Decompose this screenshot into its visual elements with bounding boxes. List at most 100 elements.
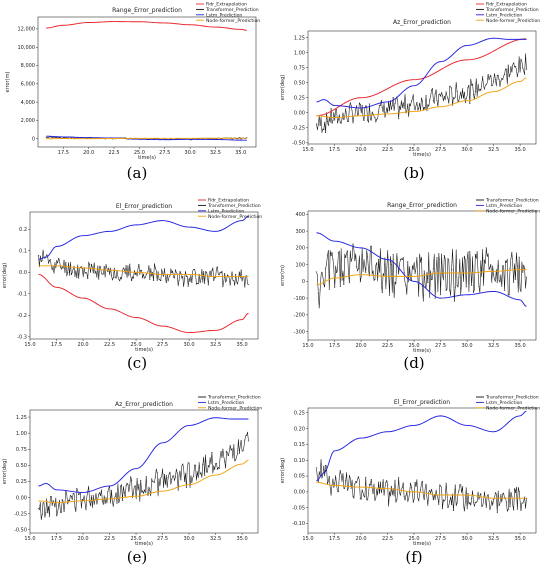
x-axis-label: time(s) bbox=[413, 541, 431, 547]
chart-title: Az_Error_prediction bbox=[115, 401, 173, 408]
y-tick-label: -0.50 bbox=[14, 527, 27, 533]
x-tick-label: 22.5 bbox=[382, 147, 393, 153]
chart-b: Az_Error_prediction 15.0 17.5 20.0 22.5 25.0 2… bbox=[280, 2, 540, 158]
x-tick-label: 25.0 bbox=[408, 536, 419, 542]
y-tick-label: -100 bbox=[294, 296, 305, 302]
y-tick-label: 10,000 bbox=[18, 45, 36, 51]
x-tick-label: 32.5 bbox=[210, 150, 221, 156]
series-line-rdr bbox=[38, 273, 249, 334]
caption-e: (e) bbox=[126, 548, 148, 566]
y-axis-label: error(m) bbox=[5, 72, 11, 93]
y-tick-label: 0.20 bbox=[294, 426, 305, 432]
y-tick-label: 2,000 bbox=[21, 118, 35, 124]
legend-entry: Rdr_Extrapolation bbox=[206, 2, 247, 8]
y-tick-label: -0.3 bbox=[17, 335, 27, 341]
x-tick-label: 17.5 bbox=[329, 536, 340, 542]
chart-title: Range_Error_prediction bbox=[112, 7, 182, 14]
series-line-nodeformer bbox=[38, 459, 249, 504]
y-tick-label: 100 bbox=[295, 262, 305, 268]
series-line-lstm bbox=[316, 232, 527, 307]
series-group bbox=[37, 215, 250, 334]
x-tick-label: 35.0 bbox=[515, 147, 526, 153]
x-tick-label: 30.0 bbox=[183, 342, 194, 348]
legend-entry: Rdr_Extrapolation bbox=[486, 2, 527, 8]
series-line-nodeformer bbox=[316, 481, 527, 499]
x-tick-label: 27.5 bbox=[435, 536, 446, 542]
y-tick-label: 0.50 bbox=[294, 80, 305, 86]
x-tick-label: 20.0 bbox=[355, 147, 366, 153]
legend-entry: Lstm_Prediction bbox=[208, 208, 244, 214]
x-tick-label: 32.5 bbox=[210, 342, 221, 348]
y-tick-label: 0.00 bbox=[294, 110, 305, 116]
series-line-transformer bbox=[316, 53, 527, 133]
y-tick-label: -300 bbox=[294, 329, 305, 335]
x-tick-label: 27.5 bbox=[157, 342, 168, 348]
legend-entry: Lstm_Prediction bbox=[486, 400, 522, 406]
y-tick-label: 1.00 bbox=[294, 50, 305, 56]
series-line-transformer bbox=[38, 249, 249, 288]
y-tick-label: 12,000 bbox=[18, 27, 36, 33]
x-tick-label: 20.0 bbox=[355, 343, 366, 349]
series-line-transformer bbox=[38, 431, 249, 521]
x-axis-label: time(s) bbox=[413, 152, 431, 158]
series-line-nodeformer bbox=[46, 137, 247, 140]
y-tick-label: 4,000 bbox=[21, 100, 35, 106]
legend-entry: Transformer_Prediction bbox=[485, 395, 539, 401]
y-tick-label: -0.25 bbox=[292, 125, 305, 131]
x-tick-label: 22.5 bbox=[382, 343, 393, 349]
y-tick-label: -200 bbox=[294, 313, 305, 319]
legend-entry: Transformer_Prediction bbox=[207, 395, 261, 401]
y-tick-label: 1.25 bbox=[16, 415, 27, 421]
series-group bbox=[315, 410, 528, 513]
legend-entry: Node-former_Prediction bbox=[208, 214, 262, 220]
x-tick-label: 17.5 bbox=[51, 342, 62, 348]
x-tick-label: 30.0 bbox=[461, 147, 472, 153]
plot-frame bbox=[307, 407, 537, 534]
caption-c: (c) bbox=[126, 354, 148, 372]
y-tick-label: -0.10 bbox=[292, 521, 305, 527]
series-line-lstm bbox=[316, 37, 527, 109]
y-tick-label: 0 bbox=[302, 279, 305, 285]
y-tick-label: 0.1 bbox=[19, 248, 27, 254]
x-axis-label: time(s) bbox=[135, 347, 153, 353]
x-tick-label: 35.0 bbox=[237, 536, 248, 542]
series-line-nodeformer bbox=[316, 77, 527, 119]
x-tick-label: 32.5 bbox=[488, 536, 499, 542]
x-tick-label: 35.0 bbox=[515, 536, 526, 542]
legend-entry: Node-former_Prediction bbox=[208, 405, 262, 411]
x-axis-label: time(s) bbox=[135, 541, 153, 547]
plot-frame bbox=[37, 16, 257, 148]
series-line-lstm bbox=[38, 417, 249, 493]
y-tick-label: 0.25 bbox=[16, 479, 27, 485]
y-tick-label: 1.00 bbox=[16, 431, 27, 437]
x-tick-label: 27.5 bbox=[159, 150, 170, 156]
legend-entry: Node-former_Prediction bbox=[206, 18, 260, 24]
x-tick-label: 20.0 bbox=[83, 150, 94, 156]
chart-e: Az_Error_prediction 15.0 17.5 20.0 22.5 25.0 2… bbox=[2, 395, 262, 547]
legend-entry: Lstm_Prediction bbox=[486, 12, 522, 18]
legend-entry: Transformer_Prediction bbox=[485, 198, 539, 204]
caption-a: (a) bbox=[126, 164, 148, 182]
x-tick-label: 20.0 bbox=[355, 536, 366, 542]
chart-title: El_Error_prediction bbox=[394, 399, 450, 406]
x-tick-label: 27.5 bbox=[435, 147, 446, 153]
plot-frame bbox=[307, 210, 537, 341]
y-tick-label: -0.05 bbox=[292, 505, 305, 511]
chart-title: Az_Error_prediction bbox=[393, 19, 451, 26]
y-tick-label: 0.00 bbox=[294, 490, 305, 496]
y-tick-label: 0 bbox=[32, 136, 35, 142]
y-tick-label: -0.25 bbox=[14, 511, 27, 517]
y-tick-label: 0.50 bbox=[16, 463, 27, 469]
x-tick-label: 32.5 bbox=[488, 147, 499, 153]
x-tick-label: 25.0 bbox=[130, 342, 141, 348]
x-tick-label: 35.0 bbox=[237, 342, 248, 348]
chart-title: El_Error_prediction bbox=[116, 203, 172, 210]
plot-frame bbox=[29, 211, 259, 340]
x-tick-label: 15.0 bbox=[302, 343, 313, 349]
series-line-lstm bbox=[38, 215, 249, 260]
legend-entry: Transformer_Prediction bbox=[205, 7, 259, 13]
series-line-lstm bbox=[316, 410, 527, 482]
y-tick-label: 0.75 bbox=[294, 65, 305, 71]
series-line-rdr bbox=[316, 38, 527, 117]
x-axis-label: time(s) bbox=[138, 155, 156, 161]
